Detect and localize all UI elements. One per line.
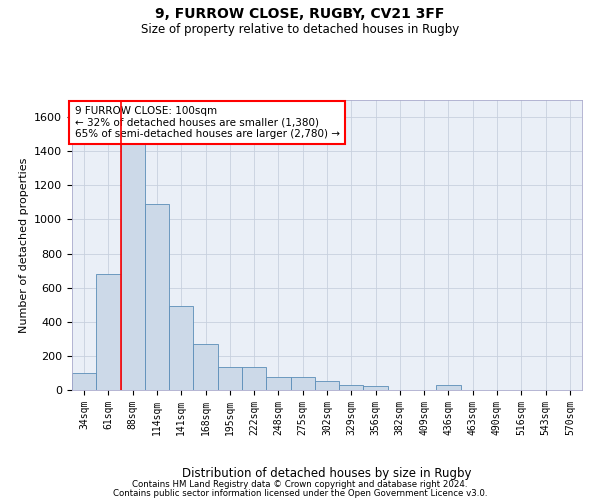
Bar	[339, 385, 364, 390]
Bar	[72, 373, 96, 390]
Text: Contains HM Land Registry data © Crown copyright and database right 2024.: Contains HM Land Registry data © Crown c…	[132, 480, 468, 489]
Bar	[121, 124, 145, 390]
Text: Size of property relative to detached houses in Rugby: Size of property relative to detached ho…	[141, 22, 459, 36]
Bar	[315, 382, 339, 390]
Bar	[169, 306, 193, 390]
Bar	[96, 274, 121, 390]
Text: 9 FURROW CLOSE: 100sqm
← 32% of detached houses are smaller (1,380)
65% of semi-: 9 FURROW CLOSE: 100sqm ← 32% of detached…	[74, 106, 340, 139]
Bar	[242, 367, 266, 390]
Bar	[364, 386, 388, 390]
Bar	[290, 377, 315, 390]
Text: 9, FURROW CLOSE, RUGBY, CV21 3FF: 9, FURROW CLOSE, RUGBY, CV21 3FF	[155, 8, 445, 22]
Text: Contains public sector information licensed under the Open Government Licence v3: Contains public sector information licen…	[113, 488, 487, 498]
Bar	[266, 377, 290, 390]
Bar	[193, 344, 218, 390]
Y-axis label: Number of detached properties: Number of detached properties	[19, 158, 29, 332]
Bar	[436, 385, 461, 390]
Bar	[145, 204, 169, 390]
Bar	[218, 367, 242, 390]
Text: Distribution of detached houses by size in Rugby: Distribution of detached houses by size …	[182, 467, 472, 480]
